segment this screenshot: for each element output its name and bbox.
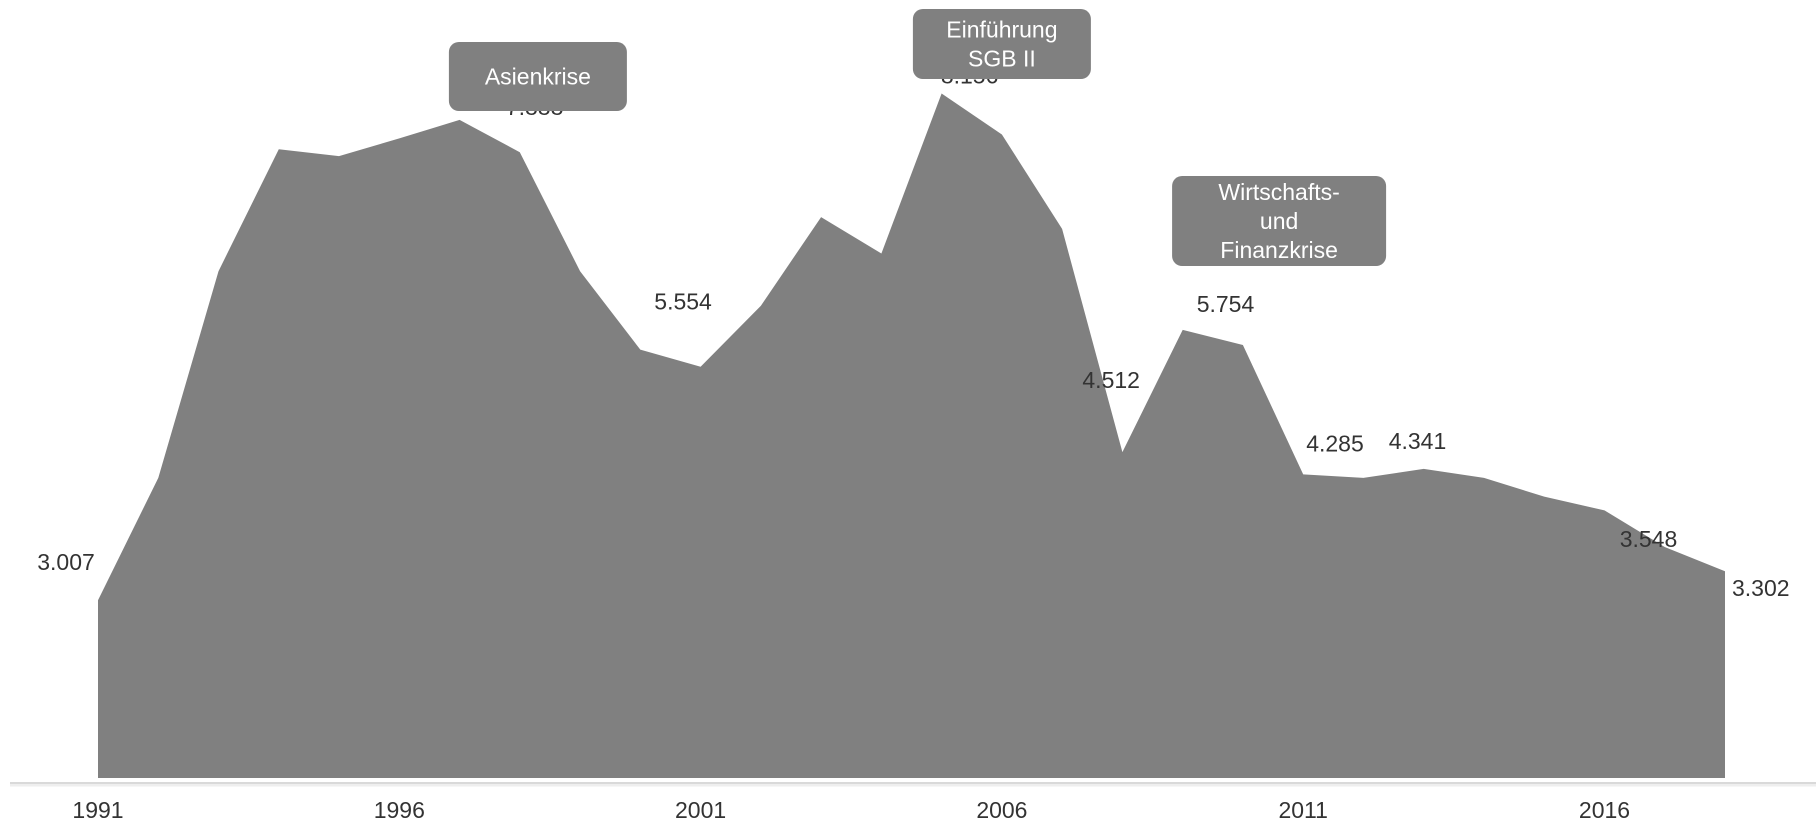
annotation-text: SGB II [968, 46, 1036, 72]
annotation-callout: Asienkrise [448, 42, 627, 111]
annotation-box [448, 42, 627, 111]
annotation-text: Asienkrise [485, 64, 591, 90]
data-label: 4.285 [1306, 430, 1364, 456]
annotation-callout: Einführung SGB II [912, 9, 1091, 79]
annotation-box [1172, 176, 1387, 266]
annotation-text: Finanzkrise [1220, 237, 1338, 263]
data-label: 5.554 [654, 289, 712, 315]
annotation-box [912, 9, 1091, 79]
data-label: 5.754 [1197, 291, 1255, 317]
area-series [98, 93, 1725, 778]
x-tick-label: 1996 [374, 797, 425, 823]
x-tick-label: 2001 [675, 797, 726, 823]
data-label: 4.512 [1082, 367, 1140, 393]
annotation-callout: Wirtschafts-und Finanzkrise [1172, 176, 1387, 266]
x-tick-label: 1991 [72, 797, 123, 823]
data-label: 4.341 [1389, 428, 1447, 454]
annotation-text: und [1260, 208, 1298, 234]
x-tick-label: 2006 [976, 797, 1027, 823]
annotation-text: Wirtschafts- [1218, 179, 1339, 205]
x-tick-label: 2016 [1579, 797, 1630, 823]
data-label: 3.007 [37, 549, 95, 575]
data-label: 3.302 [1732, 575, 1790, 601]
data-label: 3.548 [1620, 526, 1678, 552]
annotation-text: Einführung [946, 17, 1057, 43]
x-tick-label: 2011 [1278, 797, 1327, 823]
